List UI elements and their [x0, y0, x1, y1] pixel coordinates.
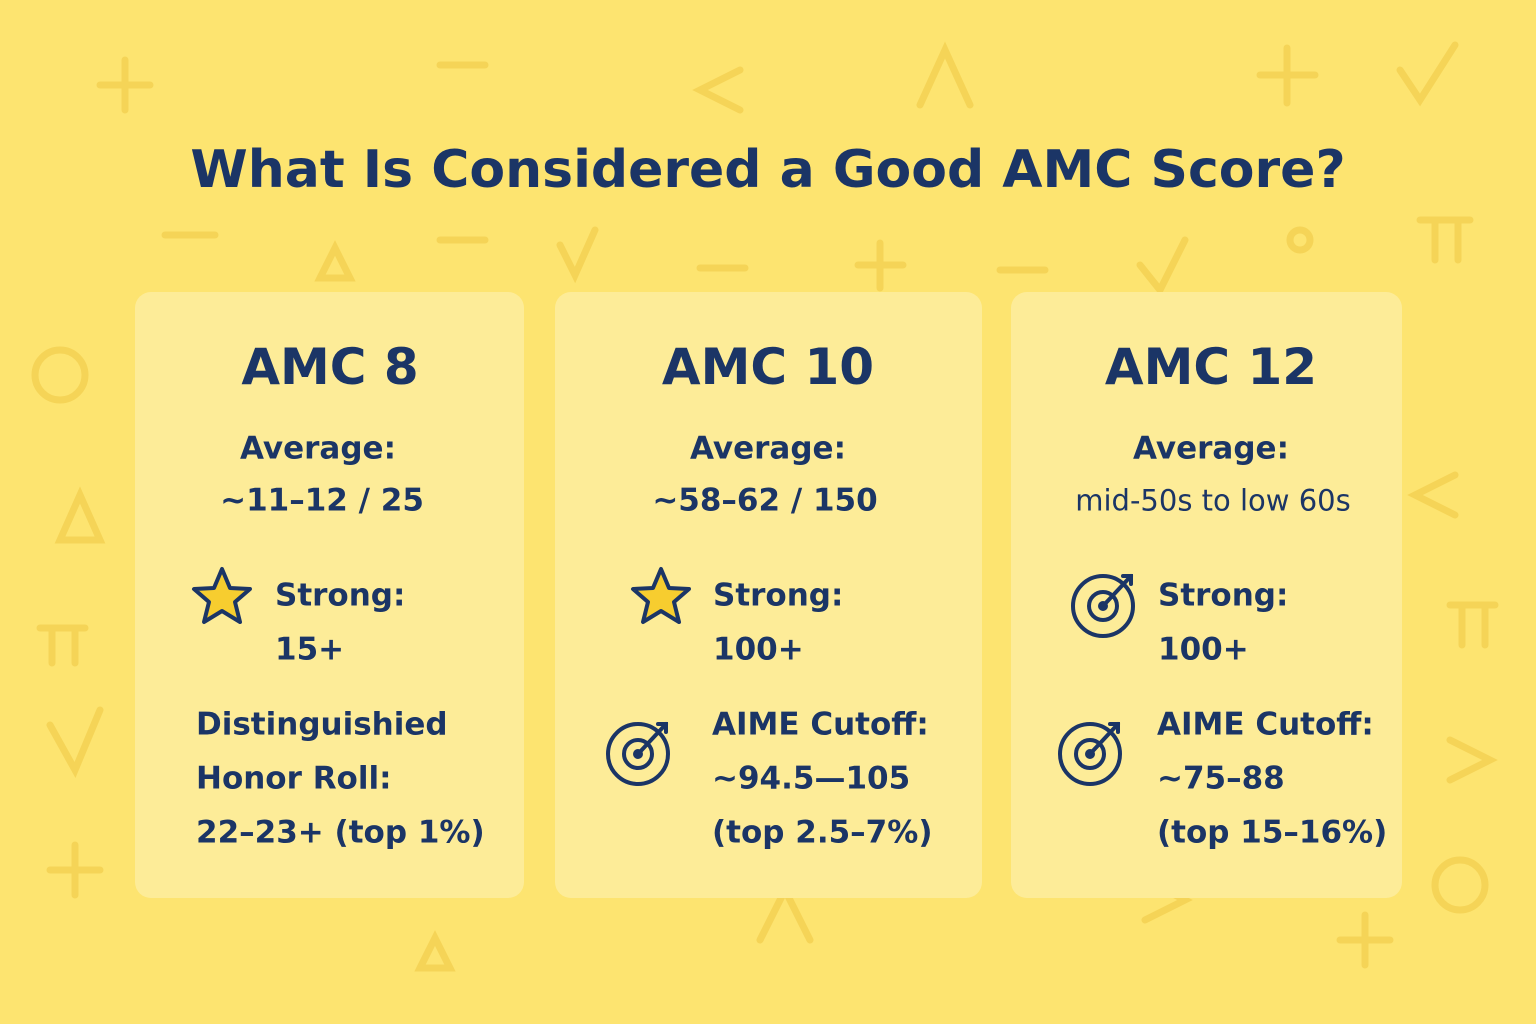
item-line: ~94.5—105	[712, 760, 911, 797]
card-title: AMC 8	[241, 338, 419, 396]
item-line: 15+	[275, 631, 345, 668]
card-title: AMC 10	[661, 338, 875, 396]
item-line: 22–23+ (top 1%)	[196, 814, 485, 851]
card-title: AMC 12	[1104, 338, 1318, 396]
item-line: Strong:	[713, 577, 844, 614]
target-icon	[1058, 722, 1122, 786]
item-line: (top 2.5–7%)	[712, 814, 933, 851]
item-line: AIME Cutoff:	[1157, 706, 1374, 743]
star-icon	[192, 567, 252, 624]
item-line: (top 15–16%)	[1157, 814, 1388, 851]
average-label: Average:	[690, 430, 846, 467]
star-icon	[631, 567, 691, 624]
card: AMC 12 Average: mid-50s to low 60s Stron…	[1011, 292, 1402, 898]
average-value: mid-50s to low 60s	[1075, 483, 1351, 518]
average-value: ~11–12 / 25	[220, 482, 424, 519]
item-line: AIME Cutoff:	[712, 706, 929, 743]
average-label: Average:	[1133, 430, 1289, 467]
item-line: Strong:	[275, 577, 406, 614]
item-line: 100+	[1158, 631, 1249, 668]
card: AMC 10 Average: ~58–62 / 150 Strong: 100…	[555, 292, 982, 898]
target-icon	[606, 722, 670, 786]
target-icon	[1071, 574, 1135, 638]
page-title: What Is Considered a Good AMC Score?	[190, 140, 1346, 200]
card: AMC 8 Average: ~11–12 / 25 Strong: 15+ D…	[135, 292, 524, 898]
item-line: Strong:	[1158, 577, 1289, 614]
average-value: ~58–62 / 150	[652, 482, 878, 519]
item-line: Distinguishied	[196, 706, 448, 743]
item-line: Honor Roll:	[196, 760, 392, 797]
item-line: 100+	[713, 631, 804, 668]
average-label: Average:	[240, 430, 396, 467]
item-line: ~75–88	[1157, 760, 1285, 797]
